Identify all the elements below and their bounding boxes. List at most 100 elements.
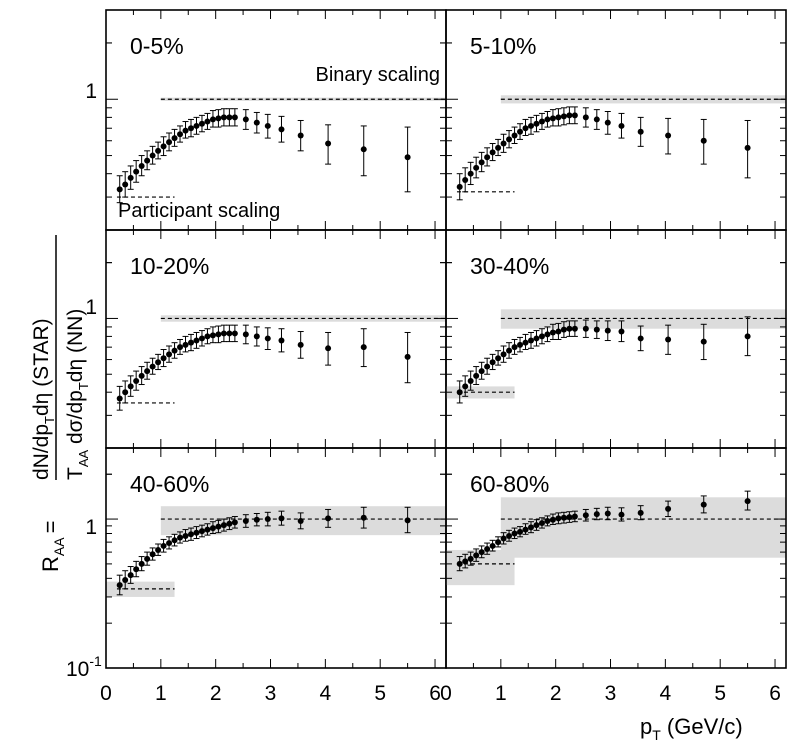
data-point xyxy=(555,322,562,340)
data-point xyxy=(116,175,123,204)
binary-scaling-label: Binary scaling xyxy=(315,64,440,86)
data-point xyxy=(144,150,151,171)
marker xyxy=(149,363,156,370)
marker xyxy=(560,326,567,333)
panel-title: 10-20% xyxy=(130,253,209,279)
ytick-label-1-bottom: 1 xyxy=(85,516,97,539)
data-point xyxy=(549,513,556,525)
data-point xyxy=(209,110,216,128)
data-point xyxy=(116,385,123,411)
data-point xyxy=(325,508,332,528)
data-point xyxy=(226,324,233,343)
marker xyxy=(264,122,271,129)
marker xyxy=(560,514,567,521)
panels: 0-5% 5-10% 10-20% 30-40% 40-60% 60-80% xyxy=(105,9,787,669)
marker xyxy=(138,560,145,567)
data-point xyxy=(155,353,162,371)
marker xyxy=(637,335,644,342)
marker xyxy=(478,368,485,375)
data-point xyxy=(744,316,751,357)
data-point xyxy=(182,121,189,139)
data-point xyxy=(500,532,507,545)
marker xyxy=(489,359,496,366)
data-point xyxy=(264,113,271,139)
data-point xyxy=(188,527,194,541)
marker xyxy=(122,389,129,396)
data-point xyxy=(193,116,200,135)
data-point xyxy=(478,545,485,559)
data-point xyxy=(473,156,480,179)
marker xyxy=(484,363,491,370)
data-point xyxy=(177,338,184,355)
marker xyxy=(404,517,411,524)
data-point xyxy=(484,357,491,375)
marker xyxy=(544,116,551,123)
data-point xyxy=(489,539,496,552)
data-point xyxy=(637,505,644,521)
marker xyxy=(297,132,304,139)
data-point xyxy=(533,519,540,531)
xtick-label: 1 xyxy=(495,682,507,705)
data-point xyxy=(522,523,529,535)
data-point xyxy=(138,366,145,386)
marker xyxy=(325,515,332,522)
marker xyxy=(604,119,611,126)
data-point xyxy=(500,345,507,363)
data-point xyxy=(138,556,145,572)
marker xyxy=(467,555,474,562)
data-point xyxy=(571,106,578,125)
xtick-label: 6 xyxy=(429,682,441,705)
marker xyxy=(116,582,123,589)
data-point xyxy=(506,342,513,359)
data-point xyxy=(571,510,578,523)
data-point xyxy=(404,506,411,534)
data-point xyxy=(560,511,567,524)
marker xyxy=(220,522,227,529)
marker xyxy=(264,335,271,342)
marker xyxy=(506,532,513,539)
marker xyxy=(462,558,469,565)
marker xyxy=(155,147,162,154)
data-point xyxy=(665,500,672,518)
marker xyxy=(528,337,534,344)
data-point xyxy=(555,512,562,525)
marker xyxy=(604,510,611,517)
data-point xyxy=(122,380,129,404)
marker xyxy=(155,359,162,366)
marker xyxy=(511,530,518,537)
marker xyxy=(517,128,524,135)
marker xyxy=(204,333,211,340)
marker xyxy=(325,345,332,352)
data-point xyxy=(593,320,600,339)
data-point xyxy=(160,136,167,157)
data-point xyxy=(171,128,178,147)
panel-30-40%: 30-40% xyxy=(445,229,787,449)
marker xyxy=(127,572,134,579)
marker xyxy=(133,566,140,573)
marker xyxy=(637,128,644,135)
marker xyxy=(198,335,205,342)
ytick-label-1-top: 1 xyxy=(85,80,97,103)
data-point xyxy=(297,512,304,530)
data-point xyxy=(517,123,524,140)
marker xyxy=(582,114,589,121)
data-point xyxy=(665,117,672,155)
marker xyxy=(215,523,222,530)
panel-title: 5-10% xyxy=(470,33,536,59)
data-point xyxy=(360,125,367,177)
data-point xyxy=(325,331,332,366)
marker xyxy=(522,339,529,346)
marker xyxy=(489,149,496,156)
marker xyxy=(506,347,513,354)
x-tick-labels: 0 0 1 1 2 2 3 3 4 4 5 5 6 6 xyxy=(100,682,781,705)
marker xyxy=(404,353,411,360)
data-point xyxy=(404,126,411,193)
xtick-label: 3 xyxy=(605,682,617,705)
data-point xyxy=(160,348,167,368)
marker xyxy=(226,520,233,527)
data-point xyxy=(665,324,672,355)
data-point xyxy=(297,331,304,359)
data-point xyxy=(489,143,496,162)
binary-band xyxy=(500,497,786,558)
data-point xyxy=(549,109,556,127)
